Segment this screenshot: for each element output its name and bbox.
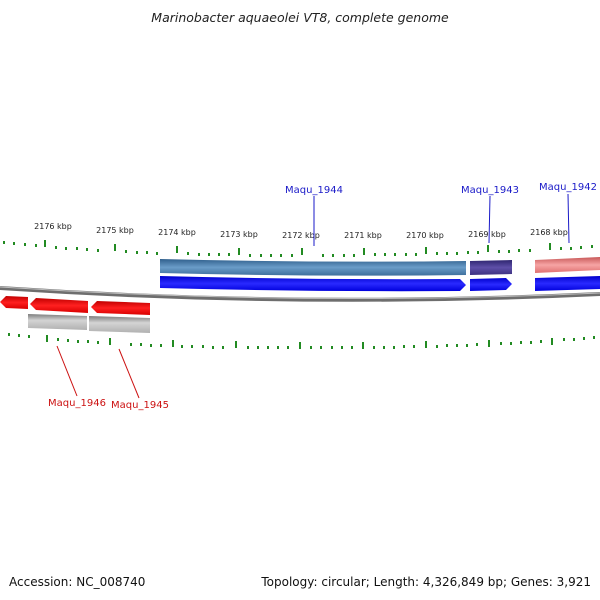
tick-label: 2168 kbp — [530, 228, 568, 237]
cds-arrow-maqu-1942[interactable] — [535, 276, 600, 291]
label-leader-line — [118, 348, 140, 399]
outer-major-ticks — [44, 240, 551, 255]
gene-label-maqu-1944[interactable]: Maqu_1944 — [285, 185, 343, 196]
gene-label-maqu-1946[interactable]: Maqu_1946 — [48, 398, 106, 409]
inner-minor-ticks — [8, 333, 595, 349]
tick-label: 2175 kbp — [96, 226, 134, 235]
cds-arrow-left-edge[interactable] — [0, 296, 28, 309]
outer-tick-ring — [3, 240, 593, 257]
accession-text: Accession: NC_008740 — [9, 575, 145, 589]
reverse-gene-labels: Maqu_1946 Maqu_1945 — [48, 345, 169, 411]
tick-label: 2172 kbp — [282, 231, 320, 240]
tick-label: 2169 kbp — [468, 230, 506, 239]
inner-major-ticks — [46, 335, 553, 349]
gene-feature-maqu-1942[interactable] — [535, 257, 600, 273]
label-leader-line — [56, 345, 78, 397]
inner-tick-ring — [8, 333, 595, 349]
gene-label-maqu-1945[interactable]: Maqu_1945 — [111, 400, 169, 411]
cds-arrow-maqu-1946[interactable] — [30, 298, 88, 313]
gene-label-maqu-1943[interactable]: Maqu_1943 — [461, 185, 519, 196]
outer-minor-ticks — [3, 241, 593, 257]
tick-label: 2170 kbp — [406, 231, 444, 240]
tick-labels: 2176 kbp 2175 kbp 2174 kbp 2173 kbp 2172… — [34, 222, 568, 240]
tick-label: 2171 kbp — [344, 231, 382, 240]
label-leader-line — [488, 195, 491, 244]
forward-gene-features — [160, 257, 600, 276]
tick-label: 2173 kbp — [220, 230, 258, 239]
cds-arrow-maqu-1944[interactable] — [160, 276, 466, 292]
tick-label: 2174 kbp — [158, 228, 196, 237]
forward-cds-track — [160, 276, 600, 292]
reverse-gene-features — [28, 314, 150, 333]
genome-backbone — [0, 286, 600, 302]
map-title: Marinobacter aquaeolei VT8, complete gen… — [151, 10, 449, 25]
gene-feature-maqu-1945[interactable] — [89, 316, 150, 333]
gene-feature-maqu-1944[interactable] — [160, 259, 466, 276]
tick-label: 2176 kbp — [34, 222, 72, 231]
genome-summary-text: Topology: circular; Length: 4,326,849 bp… — [260, 575, 591, 589]
reverse-cds-track — [0, 296, 150, 315]
cds-arrow-maqu-1943[interactable] — [470, 278, 512, 291]
cds-arrow-maqu-1945[interactable] — [91, 301, 150, 315]
gene-feature-maqu-1946[interactable] — [28, 314, 87, 330]
gene-label-maqu-1942[interactable]: Maqu_1942 — [539, 182, 597, 193]
label-leader-line — [567, 193, 570, 244]
forward-gene-labels: Maqu_1944 Maqu_1943 Maqu_1942 — [285, 182, 597, 246]
gene-feature-maqu-1943[interactable] — [470, 260, 512, 275]
